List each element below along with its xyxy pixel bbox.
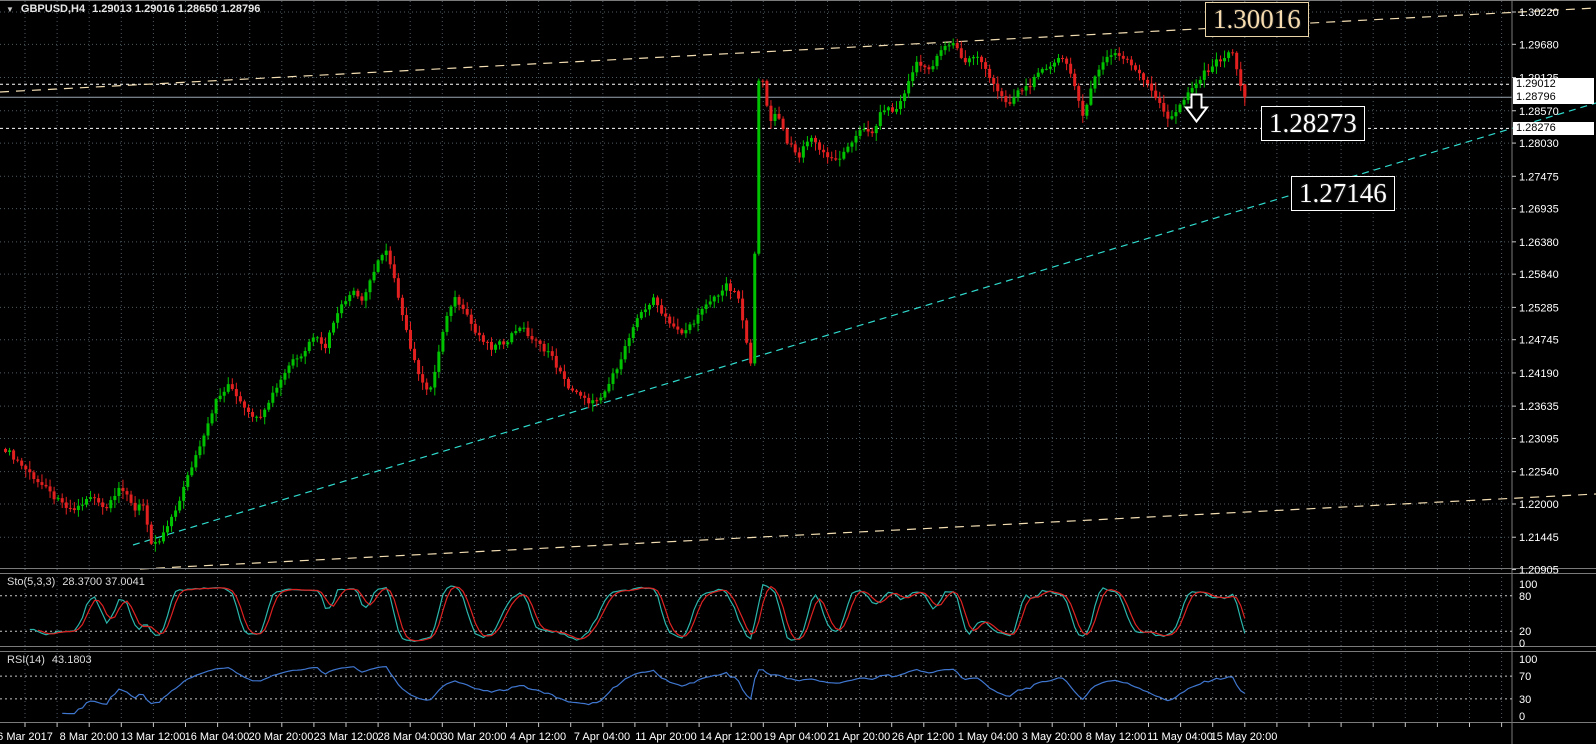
symbol-period-label: GBPUSD,H4 bbox=[20, 3, 86, 15]
svg-text:1.25840: 1.25840 bbox=[1519, 269, 1559, 281]
svg-text:1.28570: 1.28570 bbox=[1519, 106, 1559, 118]
svg-text:21 Apr 20:00: 21 Apr 20:00 bbox=[828, 731, 890, 743]
svg-text:70: 70 bbox=[1519, 671, 1531, 683]
svg-text:13 Mar 12:00: 13 Mar 12:00 bbox=[121, 731, 186, 743]
svg-text:100: 100 bbox=[1519, 579, 1537, 591]
stochastic-name: Sto(5,3,3) bbox=[7, 576, 56, 588]
chart-title: ▼ GBPUSD,H4 1.29013 1.29016 1.28650 1.28… bbox=[6, 3, 260, 15]
svg-text:30: 30 bbox=[1519, 694, 1531, 706]
svg-text:20: 20 bbox=[1519, 626, 1531, 638]
candles bbox=[4, 38, 1247, 552]
time-axis[interactable]: 6 Mar 2017 8 Mar 20:00 13 Mar 12:00 16 Mar … bbox=[0, 722, 1503, 744]
svg-text:15 May 20:00: 15 May 20:00 bbox=[1211, 731, 1278, 743]
stochastic-label: Sto(5,3,3) 28.3700 37.0041 bbox=[7, 576, 145, 588]
svg-text:1.28030: 1.28030 bbox=[1519, 138, 1559, 150]
svg-text:7 Apr 04:00: 7 Apr 04:00 bbox=[574, 731, 630, 743]
svg-text:1 May 04:00: 1 May 04:00 bbox=[958, 731, 1019, 743]
horizontal-price-lines[interactable] bbox=[0, 83, 1512, 129]
svg-text:19 Apr 04:00: 19 Apr 04:00 bbox=[764, 731, 826, 743]
svg-text:8 Mar 20:00: 8 Mar 20:00 bbox=[60, 731, 119, 743]
price-tag: 1.28276 bbox=[1513, 121, 1594, 135]
svg-text:23 Mar 12:00: 23 Mar 12:00 bbox=[314, 731, 379, 743]
svg-text:11 May 04:00: 11 May 04:00 bbox=[1147, 731, 1213, 743]
svg-text:1.30220: 1.30220 bbox=[1519, 7, 1559, 19]
svg-text:20 Mar 20:00: 20 Mar 20:00 bbox=[249, 731, 314, 743]
svg-text:4 Apr 12:00: 4 Apr 12:00 bbox=[510, 731, 566, 743]
price-axis[interactable]: 1.302201.296801.291251.285701.280301.274… bbox=[1512, 7, 1559, 723]
rsi-panel[interactable] bbox=[0, 665, 1512, 715]
stochastic-panel[interactable] bbox=[0, 583, 1512, 643]
svg-text:1.23635: 1.23635 bbox=[1519, 401, 1559, 413]
svg-text:1.22000: 1.22000 bbox=[1519, 499, 1559, 511]
svg-text:8 May 12:00: 8 May 12:00 bbox=[1086, 731, 1147, 743]
trendlines[interactable] bbox=[0, 7, 1596, 570]
price-annotation-resistance[interactable]: 1.30016 bbox=[1205, 2, 1309, 37]
svg-text:14 Apr 12:00: 14 Apr 12:00 bbox=[700, 731, 762, 743]
channel-bottom bbox=[139, 493, 1596, 570]
price-annotation-mid[interactable]: 1.28273 bbox=[1261, 106, 1365, 141]
svg-text:1.26935: 1.26935 bbox=[1519, 204, 1559, 216]
ohlc-quote-label: 1.29013 1.29016 1.28650 1.28796 bbox=[92, 3, 261, 15]
svg-text:0: 0 bbox=[1519, 638, 1525, 650]
price-tag: 1.28796 bbox=[1513, 90, 1594, 104]
svg-text:100: 100 bbox=[1519, 654, 1537, 666]
svg-text:1.24745: 1.24745 bbox=[1519, 335, 1559, 347]
svg-text:6 Mar 2017: 6 Mar 2017 bbox=[0, 731, 53, 743]
svg-text:1.26380: 1.26380 bbox=[1519, 237, 1559, 249]
chart-context-icon[interactable]: ▼ bbox=[6, 4, 14, 14]
svg-text:11 Apr 20:00: 11 Apr 20:00 bbox=[635, 731, 697, 743]
stochastic-values: 28.3700 37.0041 bbox=[62, 576, 145, 588]
svg-text:0: 0 bbox=[1519, 711, 1525, 723]
rsi-value: 43.1803 bbox=[51, 654, 92, 666]
svg-text:1.20905: 1.20905 bbox=[1519, 565, 1559, 577]
rsi-label: RSI(14) 43.1803 bbox=[7, 654, 92, 666]
svg-text:30 Mar 20:00: 30 Mar 20:00 bbox=[442, 731, 507, 743]
svg-text:28 Mar 04:00: 28 Mar 04:00 bbox=[378, 731, 443, 743]
svg-text:1.29680: 1.29680 bbox=[1519, 39, 1559, 51]
svg-text:1.24190: 1.24190 bbox=[1519, 368, 1559, 380]
svg-text:1.25285: 1.25285 bbox=[1519, 302, 1559, 314]
svg-text:1.21445: 1.21445 bbox=[1519, 532, 1559, 544]
svg-text:1.27475: 1.27475 bbox=[1519, 171, 1559, 183]
svg-text:80: 80 bbox=[1519, 591, 1531, 603]
svg-text:16 Mar 04:00: 16 Mar 04:00 bbox=[185, 731, 250, 743]
price-annotation-support[interactable]: 1.27146 bbox=[1291, 176, 1395, 211]
rsi-name: RSI(14) bbox=[7, 654, 45, 666]
svg-text:3 May 20:00: 3 May 20:00 bbox=[1022, 731, 1083, 743]
price-tag: 1.29012 bbox=[1513, 77, 1594, 91]
channel-top bbox=[0, 7, 1596, 93]
support-trendline bbox=[132, 102, 1596, 546]
svg-text:26 Apr 12:00: 26 Apr 12:00 bbox=[892, 731, 954, 743]
svg-text:1.23095: 1.23095 bbox=[1519, 433, 1559, 445]
svg-text:1.22540: 1.22540 bbox=[1519, 467, 1559, 479]
down-arrow-annotation[interactable] bbox=[1184, 93, 1209, 124]
